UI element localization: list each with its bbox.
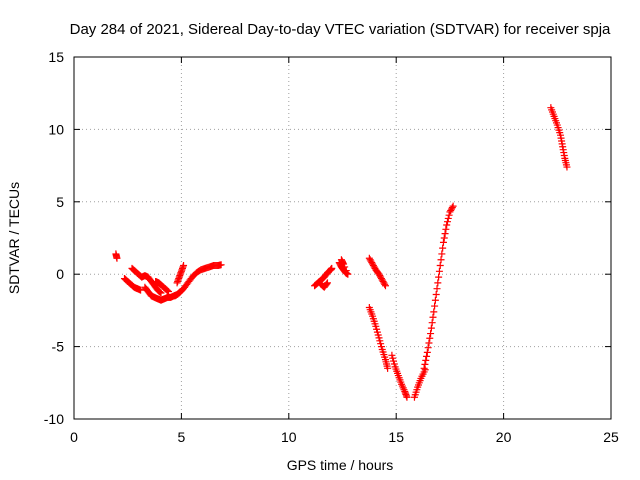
data-point (440, 234, 448, 242)
data-point (434, 279, 442, 287)
data-point (381, 280, 389, 288)
x-tick-label: 0 (70, 429, 78, 445)
x-tick-label: 25 (603, 429, 619, 445)
x-tick-label: 20 (496, 429, 512, 445)
data-point (439, 244, 447, 252)
data-point (429, 313, 437, 321)
data-point (442, 225, 450, 233)
y-tick-label: 10 (48, 121, 64, 137)
axis-ticks: 0 5 10 15 20 25 -10 -5 0 5 10 15 (44, 49, 619, 445)
data-point (381, 282, 389, 290)
data-point (432, 290, 440, 298)
data-point (384, 364, 392, 372)
data-point (423, 348, 431, 356)
data-point (431, 296, 439, 304)
y-tick-label: -5 (52, 339, 65, 355)
x-tick-label: 10 (281, 429, 297, 445)
x-tick-label: 5 (178, 429, 186, 445)
chart-title: Day 284 of 2021, Sidereal Day-to-day VTE… (70, 21, 611, 38)
data-point (435, 273, 443, 281)
data-point (441, 230, 449, 238)
data-point (217, 261, 225, 269)
data-point (164, 287, 172, 295)
data-point (155, 288, 163, 296)
data-point (340, 260, 348, 268)
data-point (323, 279, 331, 287)
data-point (425, 339, 433, 347)
data-point (156, 288, 164, 296)
data-point (423, 352, 431, 360)
data-point (438, 250, 446, 258)
data-point (427, 330, 435, 338)
y-axis-label: SDTVAR / TECUs (6, 182, 22, 294)
data-point (431, 302, 439, 310)
data-point (157, 289, 165, 297)
data-point (437, 256, 445, 264)
data-point (137, 286, 145, 294)
data-point (443, 221, 451, 229)
data-point (435, 267, 443, 275)
data-point (421, 360, 429, 368)
data-point (449, 202, 457, 210)
data-point (436, 262, 444, 270)
data-point (428, 319, 436, 327)
data-point (439, 238, 447, 246)
data-point (420, 364, 428, 372)
data-point (426, 334, 434, 342)
y-tick-label: 0 (56, 266, 64, 282)
data-point (443, 218, 451, 226)
x-tick-label: 15 (388, 429, 404, 445)
y-tick-label: -10 (44, 411, 64, 427)
data-point (180, 262, 188, 270)
plot-frame (73, 56, 612, 420)
data-point (430, 308, 438, 316)
data-point (323, 280, 331, 288)
data-points (112, 104, 571, 401)
data-point (433, 285, 441, 293)
data-point (163, 286, 171, 294)
data-point (427, 324, 435, 332)
y-tick-label: 5 (56, 194, 64, 210)
grid-lines (74, 57, 611, 419)
data-point (344, 270, 352, 278)
data-point (563, 163, 571, 171)
data-point (444, 214, 452, 222)
data-point (445, 211, 453, 219)
data-point (328, 264, 336, 272)
data-point (113, 254, 121, 262)
x-axis-label: GPS time / hours (287, 457, 394, 473)
data-point (342, 267, 350, 275)
data-point (422, 356, 430, 364)
data-point (403, 393, 411, 401)
data-point (165, 288, 173, 296)
data-point (448, 204, 456, 212)
data-point (424, 344, 432, 352)
y-tick-label: 15 (48, 49, 64, 65)
